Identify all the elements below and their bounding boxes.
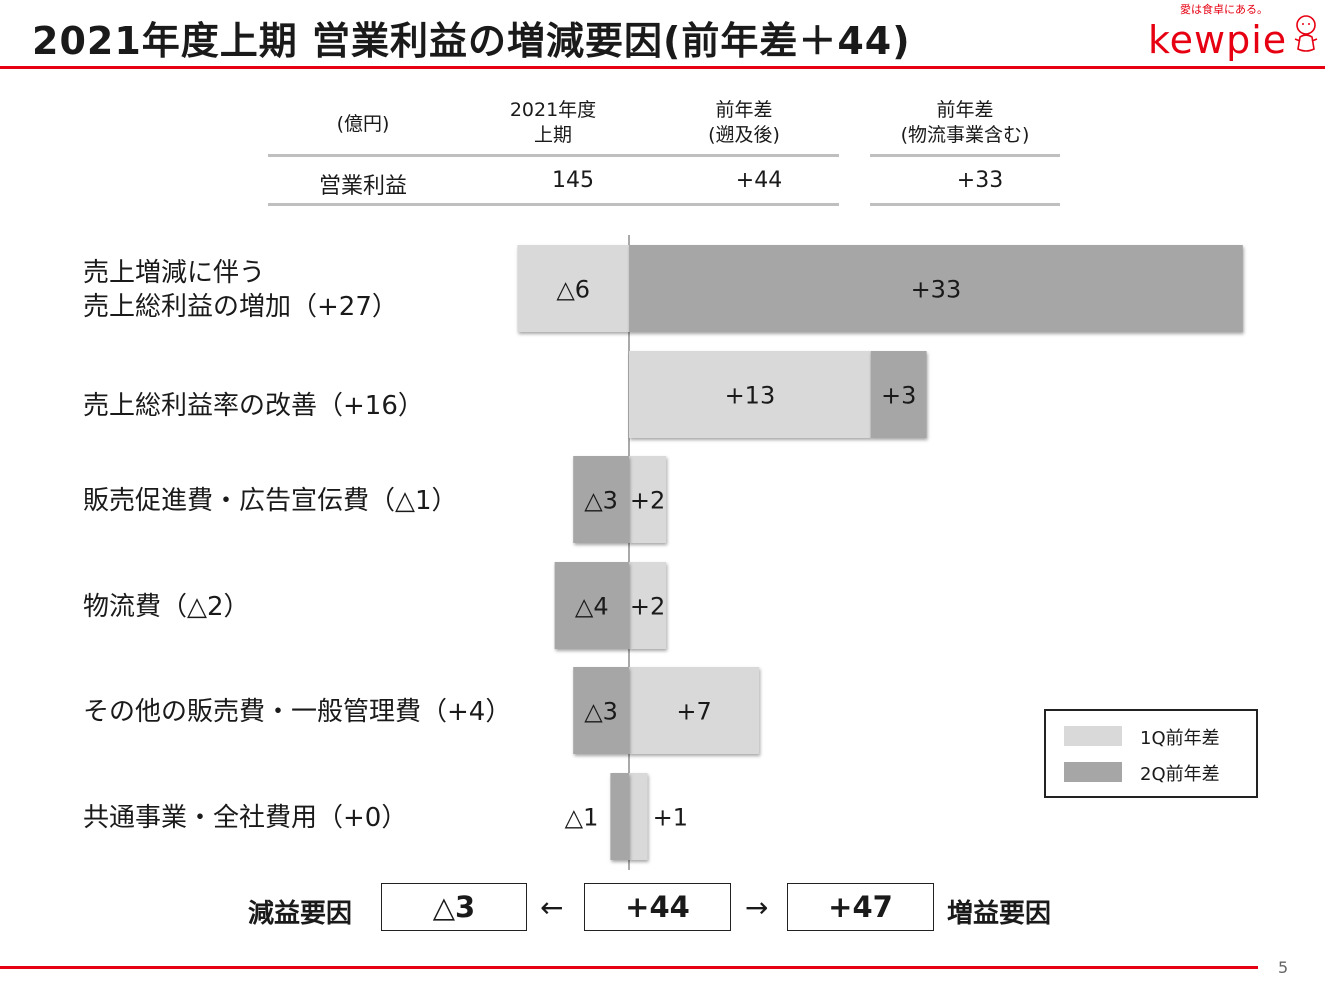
data-label-2q-row-0: +33 (911, 276, 962, 304)
bar-1q-row-3 (629, 562, 667, 649)
bar-1q-row-1 (629, 351, 871, 438)
footer-divider (0, 966, 1258, 969)
right-arrow-icon: → (745, 891, 769, 924)
page-title: 2021年度上期 営業利益の増減要因(前年差＋44) (32, 19, 911, 63)
data-label-1q-row-5: +1 (653, 804, 688, 832)
left-arrow-icon: ← (540, 891, 564, 924)
table-cell-h1: 145 (552, 168, 594, 193)
decrease-total-box: △3 (381, 883, 527, 931)
table-divider (268, 203, 839, 206)
page-number: 5 (1278, 958, 1289, 977)
bar-1q-row-0 (517, 245, 629, 332)
bar-2q-row-4 (573, 667, 629, 754)
header-divider (0, 66, 1325, 69)
bar-2q-row-3 (554, 562, 629, 649)
table-cell-prior-diff: +44 (735, 168, 783, 193)
increase-total-box: +47 (787, 883, 934, 931)
table-cell-prior-diff-logistics: +33 (956, 168, 1004, 193)
legend-label-2q: 2Q前年差 (1140, 764, 1220, 785)
category-label: 売上増減に伴う 売上総利益の増加（+27） (83, 258, 398, 322)
category-label: 物流費（△2） (83, 592, 250, 622)
net-total-box: +44 (584, 883, 731, 931)
category-label: その他の販売費・一般管理費（+4） (83, 697, 512, 727)
decrease-factor-label: 減益要因 (248, 899, 353, 929)
brand-tagline: 愛は食卓にある。 (1180, 3, 1268, 16)
legend-label-1q: 1Q前年差 (1140, 728, 1220, 749)
bar-2q-row-2 (573, 456, 629, 543)
bar-2q-row-1 (870, 351, 927, 438)
bar-2q-row-5 (610, 773, 629, 860)
table-divider (870, 154, 1060, 157)
data-label-2q-row-3: △4 (575, 593, 609, 621)
table-divider (870, 203, 1060, 206)
bar-1q-row-4 (629, 667, 760, 754)
kewpie-doll-icon (1294, 15, 1318, 52)
data-label-1q-row-4: +7 (676, 698, 711, 726)
increase-factor-label: 増益要因 (947, 899, 1052, 929)
legend-swatch-2q (1064, 762, 1122, 782)
legend-swatch-1q (1064, 726, 1122, 746)
data-label-1q-row-3: +2 (630, 593, 665, 621)
category-label: 販売促進費・広告宣伝費（△1） (83, 486, 458, 516)
data-label-2q-row-4: △3 (584, 698, 618, 726)
bar-2q-row-0 (629, 245, 1243, 332)
category-label: 共通事業・全社費用（+0） (83, 803, 408, 833)
table-unit-header: (億円) (336, 113, 390, 135)
data-label-2q-row-5: △1 (565, 804, 599, 832)
chart-legend: 1Q前年差 2Q前年差 (1044, 709, 1258, 798)
data-label-1q-row-1: +13 (725, 382, 776, 410)
data-label-2q-row-2: △3 (584, 487, 618, 515)
table-header-prior-diff-logistics: 前年差 (物流事業含む) (900, 99, 1030, 146)
table-row-label: 営業利益 (318, 174, 407, 199)
table-header-prior-diff: 前年差 (遡及後) (708, 99, 780, 146)
category-label: 売上総利益率の改善（+16） (83, 391, 424, 421)
brand-logo-text: kewpie (1148, 18, 1288, 62)
table-header-h1: 2021年度 上期 (509, 99, 597, 146)
table-divider (268, 154, 839, 157)
data-label-2q-row-1: +3 (881, 382, 916, 410)
data-label-1q-row-2: +2 (630, 487, 665, 515)
data-label-1q-row-0: △6 (556, 276, 590, 304)
bar-1q-row-2 (629, 456, 667, 543)
bar-1q-row-5 (629, 773, 648, 860)
